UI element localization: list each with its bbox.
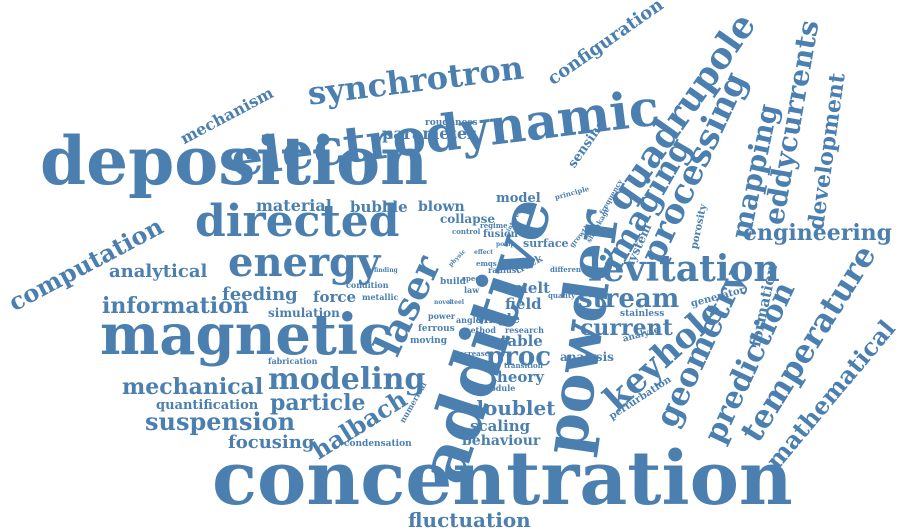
word-ferrous: ferrous	[418, 324, 455, 334]
word-collapse: collapse	[440, 212, 495, 226]
word-metallic: metallic	[362, 292, 399, 302]
word-different: different	[550, 265, 585, 274]
word-emqs: emqs	[476, 259, 497, 268]
word-power: power	[428, 311, 456, 321]
word-control: control	[452, 227, 481, 236]
word-theory: theory	[490, 368, 545, 386]
word-physic: physic	[447, 248, 468, 269]
word-engineering: engineering	[743, 220, 893, 246]
word-suspension: suspension	[145, 407, 296, 436]
word-principle: principle	[553, 183, 591, 202]
word-configuration: configuration	[543, 0, 668, 90]
word-finding: finding	[374, 267, 398, 274]
word-concentration: concentration	[212, 436, 793, 522]
word-directed: directed	[195, 196, 400, 247]
word-particle: particle	[270, 390, 366, 416]
word-analysis: analysis	[560, 350, 614, 364]
word-stainless: stainless	[620, 309, 665, 319]
word-pomp: pomp	[496, 241, 515, 248]
word-transition: transition	[504, 361, 543, 370]
word-regime: regime	[480, 221, 508, 230]
word-research: research	[505, 325, 544, 335]
word-field: field	[505, 295, 542, 313]
word-module: module	[482, 383, 516, 393]
word-mechanical: mechanical	[122, 374, 264, 400]
word-fluctuation: fluctuation	[408, 508, 531, 532]
word-doublet: doublet	[470, 396, 556, 420]
word-material: material	[256, 196, 332, 215]
word-behaviour: behaviour	[462, 433, 541, 449]
word-angle: angle	[456, 315, 481, 325]
word-condensation: condensation	[344, 439, 412, 449]
word-quality: quality	[548, 291, 576, 300]
word-steel: steel	[448, 299, 465, 306]
word-simulation: simulation	[268, 306, 340, 320]
word-levitation: levitation	[588, 248, 780, 290]
word-roughness: roughness	[425, 118, 478, 128]
word-fabrication: fabrication	[268, 356, 318, 366]
word-model: model	[496, 191, 541, 206]
word-effect: effect	[474, 249, 493, 256]
word-force: force	[313, 288, 357, 306]
word-moving: moving	[410, 336, 448, 346]
word-proc: proc	[486, 342, 552, 372]
word-deposition: deposition	[40, 122, 429, 200]
word-build: build	[440, 277, 466, 287]
word-radius: radius	[488, 265, 517, 275]
word-stream: stream	[578, 284, 680, 314]
word-method: method	[462, 325, 496, 335]
word-energy: energy	[228, 239, 381, 286]
word-blown: blown	[418, 199, 465, 215]
word-law: law	[464, 285, 480, 295]
word-single: single	[476, 312, 521, 327]
word-scaling: scaling	[470, 417, 531, 435]
word-condition: condition	[346, 280, 389, 290]
word-bubble: bubble	[350, 198, 408, 216]
word-stable: stable	[492, 332, 543, 350]
word-fusion: fusion	[483, 229, 518, 240]
word-focusing: focusing	[228, 432, 315, 453]
word-novel: novel	[434, 299, 452, 306]
word-parameter: parameter	[382, 124, 476, 143]
word-surface: surface	[523, 237, 569, 250]
word-information: information	[102, 293, 249, 319]
word-speed: speed	[462, 274, 485, 283]
word-melt: melt	[512, 279, 551, 297]
word-increase: increase	[456, 349, 490, 358]
word-magnetic: magnetic	[100, 302, 393, 368]
word-feeding: feeding	[222, 284, 298, 305]
word-modeling: modeling	[268, 362, 426, 397]
word-analytical: analytical	[109, 261, 208, 282]
word-quantification: quantification	[156, 398, 259, 413]
word-current: current	[580, 315, 673, 341]
